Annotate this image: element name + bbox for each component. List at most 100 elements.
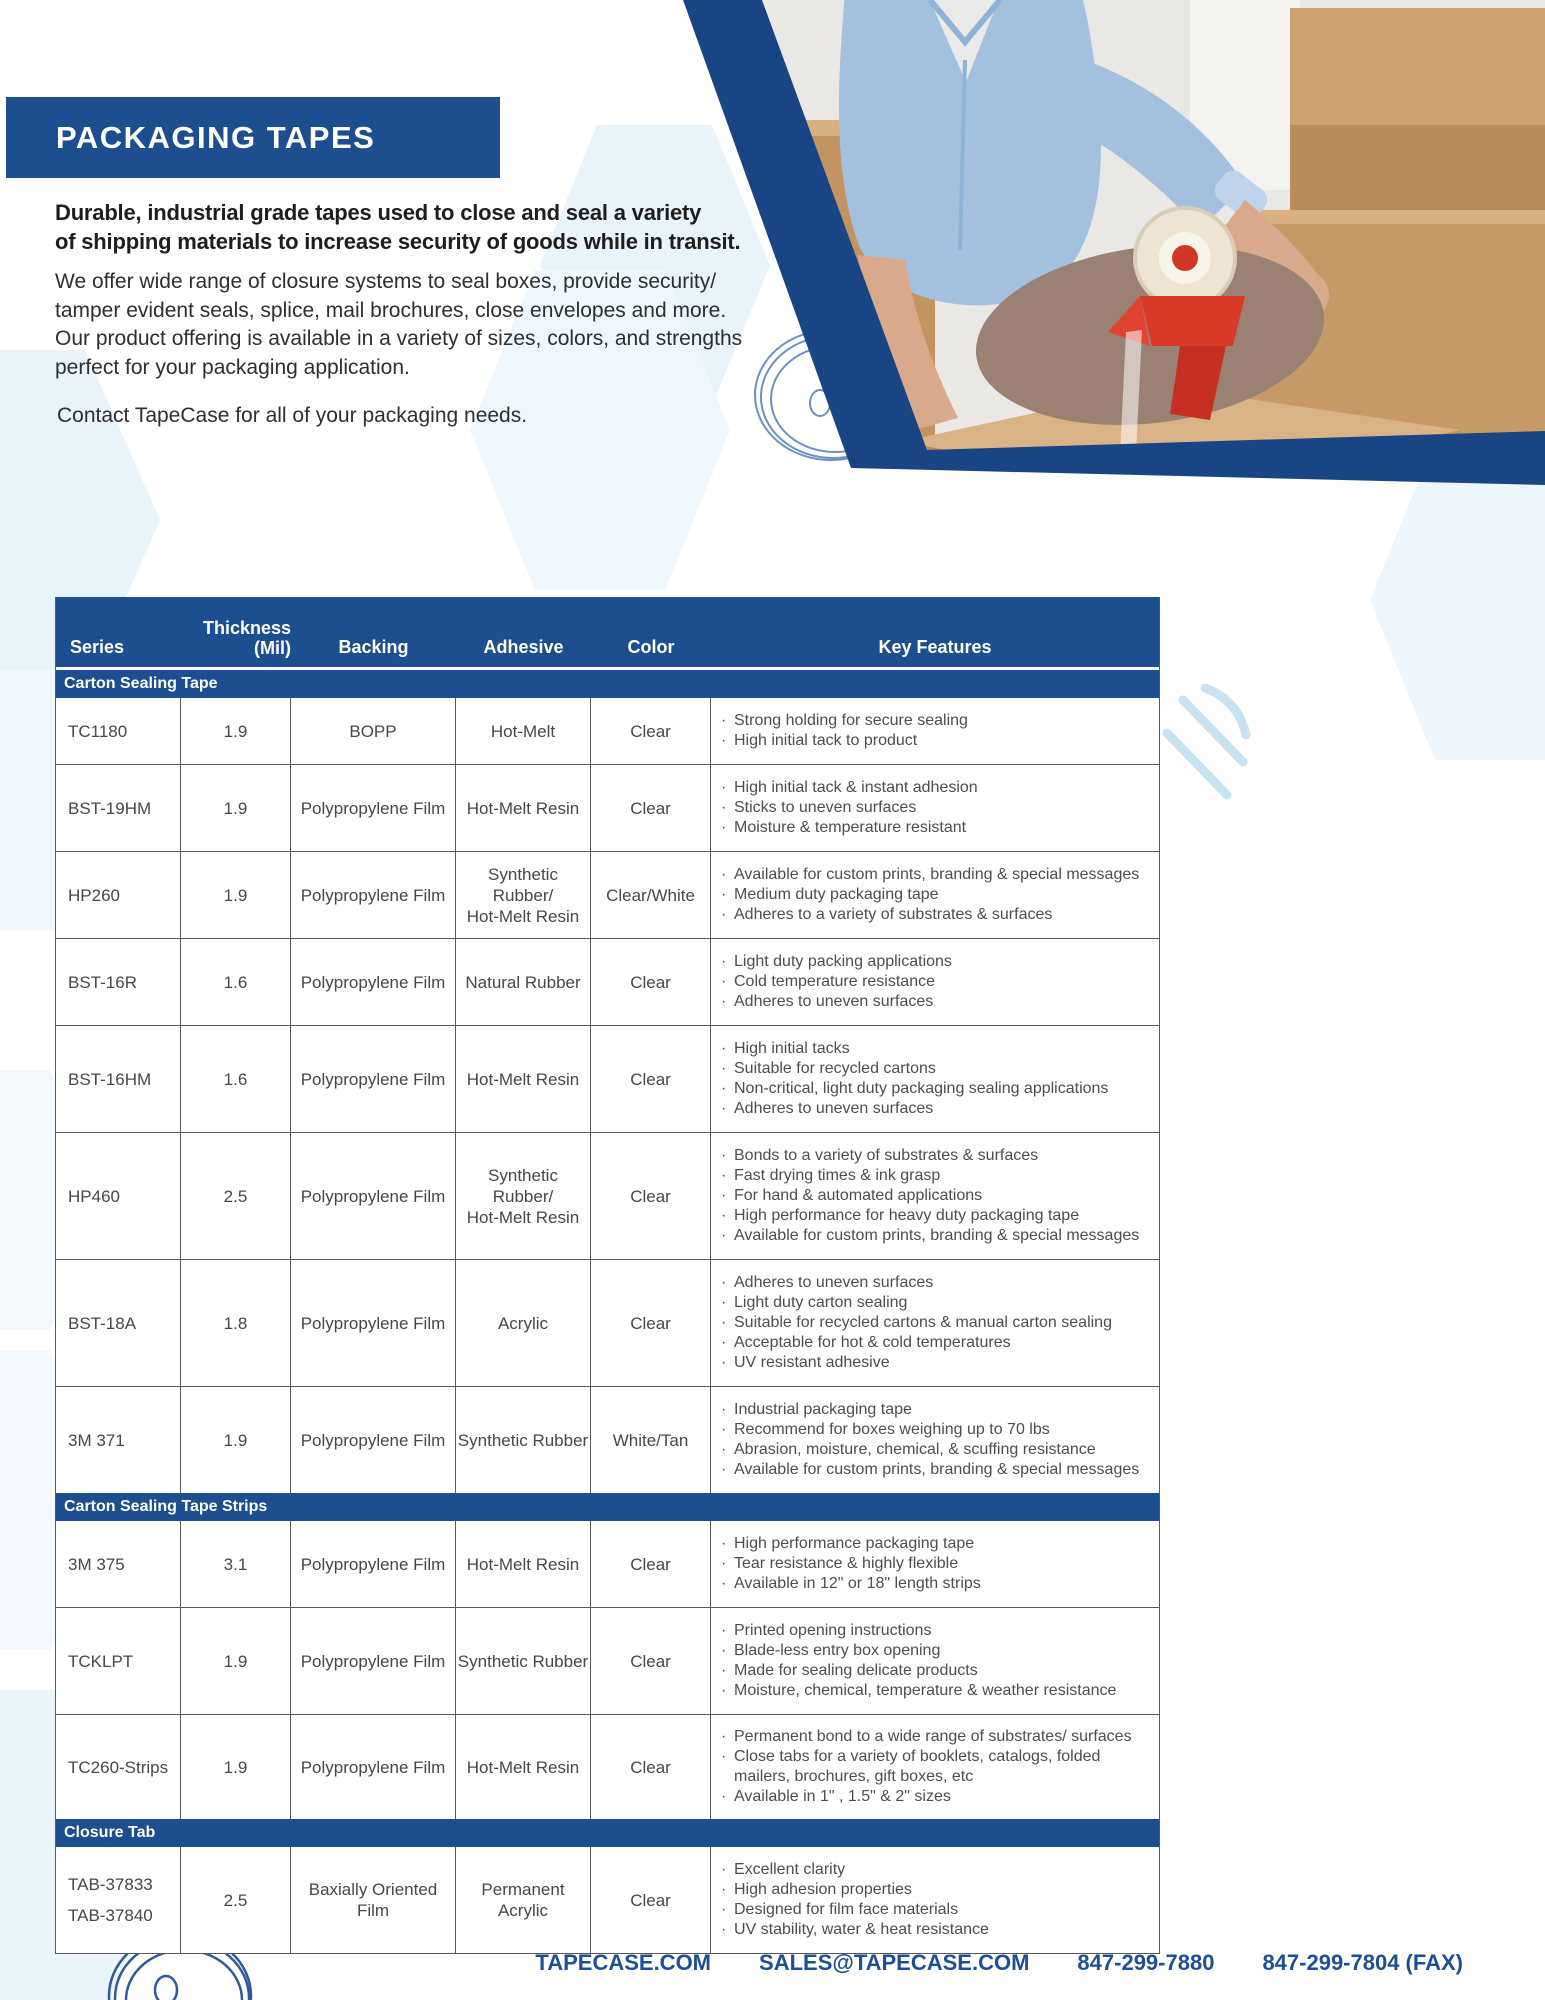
cell-thickness: 1.9	[181, 1387, 291, 1493]
cell-series: BST-18A	[56, 1260, 181, 1386]
cell-adhesive: Hot-Melt Resin	[456, 1715, 591, 1819]
cell-key-features: Strong holding for secure sealingHigh in…	[711, 698, 1159, 764]
cell-color: Clear	[591, 939, 711, 1025]
cell-adhesive: Hot-Melt Resin	[456, 765, 591, 851]
table-header: Series Thickness (Mil) Backing Adhesive …	[56, 597, 1159, 670]
intro-headline-line2: of shipping materials to increase securi…	[55, 229, 741, 254]
feature-item: Fast drying times & ink grasp	[719, 1166, 1145, 1186]
feature-item: Adheres to a variety of substrates & sur…	[719, 905, 1145, 925]
cell-thickness: 1.8	[181, 1260, 291, 1386]
intro-headline: Durable, industrial grade tapes used to …	[55, 198, 741, 256]
cell-key-features: Adheres to uneven surfacesLight duty car…	[711, 1260, 1159, 1386]
table-row-tc260-strips: TC260-Strips 1.9 Polypropylene Film Hot-Mel…	[56, 1714, 1159, 1819]
product-table-body: Carton Sealing Tape TC1180 1.9 BOPP Hot-Melt…	[56, 670, 1159, 1953]
cell-adhesive: Synthetic Rubber/Hot-Melt Resin	[456, 1133, 591, 1259]
intro-paragraph-line4: perfect for your packaging application.	[55, 355, 410, 379]
cell-key-features: High performance packaging tapeTear resi…	[711, 1521, 1159, 1607]
cell-backing: Polypropylene Film	[291, 1521, 456, 1607]
cell-thickness: 1.9	[181, 852, 291, 938]
cell-color: Clear	[591, 1026, 711, 1132]
cell-color: Clear	[591, 1521, 711, 1607]
cell-backing: Polypropylene Film	[291, 1260, 456, 1386]
cell-series: TCKLPT	[56, 1608, 181, 1714]
feature-item: Adheres to uneven surfaces	[719, 1099, 1145, 1119]
feature-item: UV stability, water & heat resistance	[719, 1920, 1145, 1940]
feature-item: Adheres to uneven surfaces	[719, 992, 1145, 1012]
cell-backing: Polypropylene Film	[291, 852, 456, 938]
cell-key-features: Excellent clarityHigh adhesion propertie…	[711, 1847, 1159, 1953]
cell-backing: Polypropylene Film	[291, 1133, 456, 1259]
cell-thickness: 1.9	[181, 1608, 291, 1714]
cell-adhesive: Natural Rubber	[456, 939, 591, 1025]
cell-series: TAB-37833 TAB-37840	[56, 1847, 181, 1953]
cell-adhesive: Hot-Melt Resin	[456, 1026, 591, 1132]
feature-item: Medium duty packaging tape	[719, 885, 1145, 905]
table-row-bst-16hm: BST-16HM 1.6 Polypropylene Film Hot-Melt Re…	[56, 1025, 1159, 1132]
page-title: PACKAGING TAPES	[56, 119, 376, 155]
cell-backing: Baxially Oriented Film	[291, 1847, 456, 1953]
feature-item: Available for custom prints, branding & …	[719, 1460, 1145, 1480]
footer-website-link[interactable]: TAPECASE.COM	[535, 1950, 712, 1975]
feature-item: Acceptable for hot & cold temperatures	[719, 1333, 1145, 1353]
cell-series: TC1180	[56, 698, 181, 764]
feature-item: High performance packaging tape	[719, 1534, 1145, 1554]
cell-color: Clear	[591, 1715, 711, 1819]
column-header-color: Color	[627, 637, 675, 657]
diagonal-band	[683, 0, 1545, 485]
cell-key-features: Light duty packing applicationsCold temp…	[711, 939, 1159, 1025]
feature-item: Moisture & temperature resistant	[719, 818, 1145, 838]
cell-adhesive: Hot-Melt	[456, 698, 591, 764]
feature-item: Cold temperature resistance	[719, 972, 1145, 992]
tape-dispenser-line-art	[1162, 683, 1251, 800]
cell-color: Clear	[591, 1608, 711, 1714]
feature-item: For hand & automated applications	[719, 1186, 1145, 1206]
cell-color: White/Tan	[591, 1387, 711, 1493]
table-section-header: Closure Tab	[56, 1819, 1159, 1847]
cell-adhesive: Synthetic Rubber/Hot-Melt Resin	[456, 852, 591, 938]
cell-series: BST-16HM	[56, 1026, 181, 1132]
cell-backing: Polypropylene Film	[291, 1608, 456, 1714]
feature-item: Designed for film face materials	[719, 1900, 1145, 1920]
cell-adhesive: Acrylic	[456, 1260, 591, 1386]
feature-item: Industrial packaging tape	[719, 1400, 1145, 1420]
table-section-header: Carton Sealing Tape Strips	[56, 1493, 1159, 1521]
cell-backing: Polypropylene Film	[291, 939, 456, 1025]
table-row-hp260: HP260 1.9 Polypropylene Film Synthetic Rubb…	[56, 851, 1159, 938]
table-row-bst-16r: BST-16R 1.6 Polypropylene Film Natural Rubb…	[56, 938, 1159, 1025]
feature-item: Light duty carton sealing	[719, 1293, 1145, 1313]
feature-item: High initial tack to product	[719, 731, 1145, 751]
feature-item: Excellent clarity	[719, 1860, 1145, 1880]
cell-series: BST-19HM	[56, 765, 181, 851]
footer: TAPECASE.COM SALES@TAPECASE.COM 847-299-…	[0, 1950, 1545, 1976]
feature-item: Printed opening instructions	[719, 1621, 1145, 1641]
cell-key-features: Bonds to a variety of substrates & surfa…	[711, 1133, 1159, 1259]
cell-color: Clear	[591, 1133, 711, 1259]
feature-item: UV resistant adhesive	[719, 1353, 1145, 1373]
cell-key-features: High initial tack & instant adhesionStic…	[711, 765, 1159, 851]
feature-item: Tear resistance & highly flexible	[719, 1554, 1145, 1574]
footer-email-link[interactable]: SALES@TAPECASE.COM	[759, 1950, 1030, 1975]
cell-thickness: 2.5	[181, 1133, 291, 1259]
intro-paragraph: We offer wide range of closure systems t…	[55, 268, 742, 382]
feature-item: Strong holding for secure sealing	[719, 711, 1145, 731]
table-section-header: Carton Sealing Tape	[56, 670, 1159, 698]
table-row-3m-371: 3M 371 1.9 Polypropylene Film Synthetic Rub…	[56, 1386, 1159, 1493]
table-row-3m-375: 3M 375 3.1 Polypropylene Film Hot-Melt Resi…	[56, 1521, 1159, 1607]
column-header-series: Series	[70, 637, 125, 657]
title-banner: PACKAGING TAPES	[6, 97, 500, 178]
cell-key-features: Printed opening instructionsBlade-less e…	[711, 1608, 1159, 1714]
cell-series: 3M 371	[56, 1387, 181, 1493]
cell-thickness: 1.9	[181, 765, 291, 851]
column-header-thickness: Thickness (Mil)	[181, 597, 291, 667]
intro-paragraph-line3: Our product offering is available in a v…	[55, 327, 743, 350]
intro-paragraph-line1: We offer wide range of closure systems t…	[55, 270, 717, 293]
footer-fax: 847-299-7804 (FAX)	[1262, 1950, 1463, 1975]
column-header-key-features: Key Features	[878, 637, 992, 657]
feature-item: Available for custom prints, branding & …	[719, 1226, 1145, 1246]
feature-item: Close tabs for a variety of booklets, ca…	[719, 1747, 1145, 1787]
feature-item: High adhesion properties	[719, 1880, 1145, 1900]
table-row-hp460: HP460 2.5 Polypropylene Film Synthetic Rubb…	[56, 1132, 1159, 1259]
feature-item: Blade-less entry box opening	[719, 1641, 1145, 1661]
cell-adhesive: Hot-Melt Resin	[456, 1521, 591, 1607]
